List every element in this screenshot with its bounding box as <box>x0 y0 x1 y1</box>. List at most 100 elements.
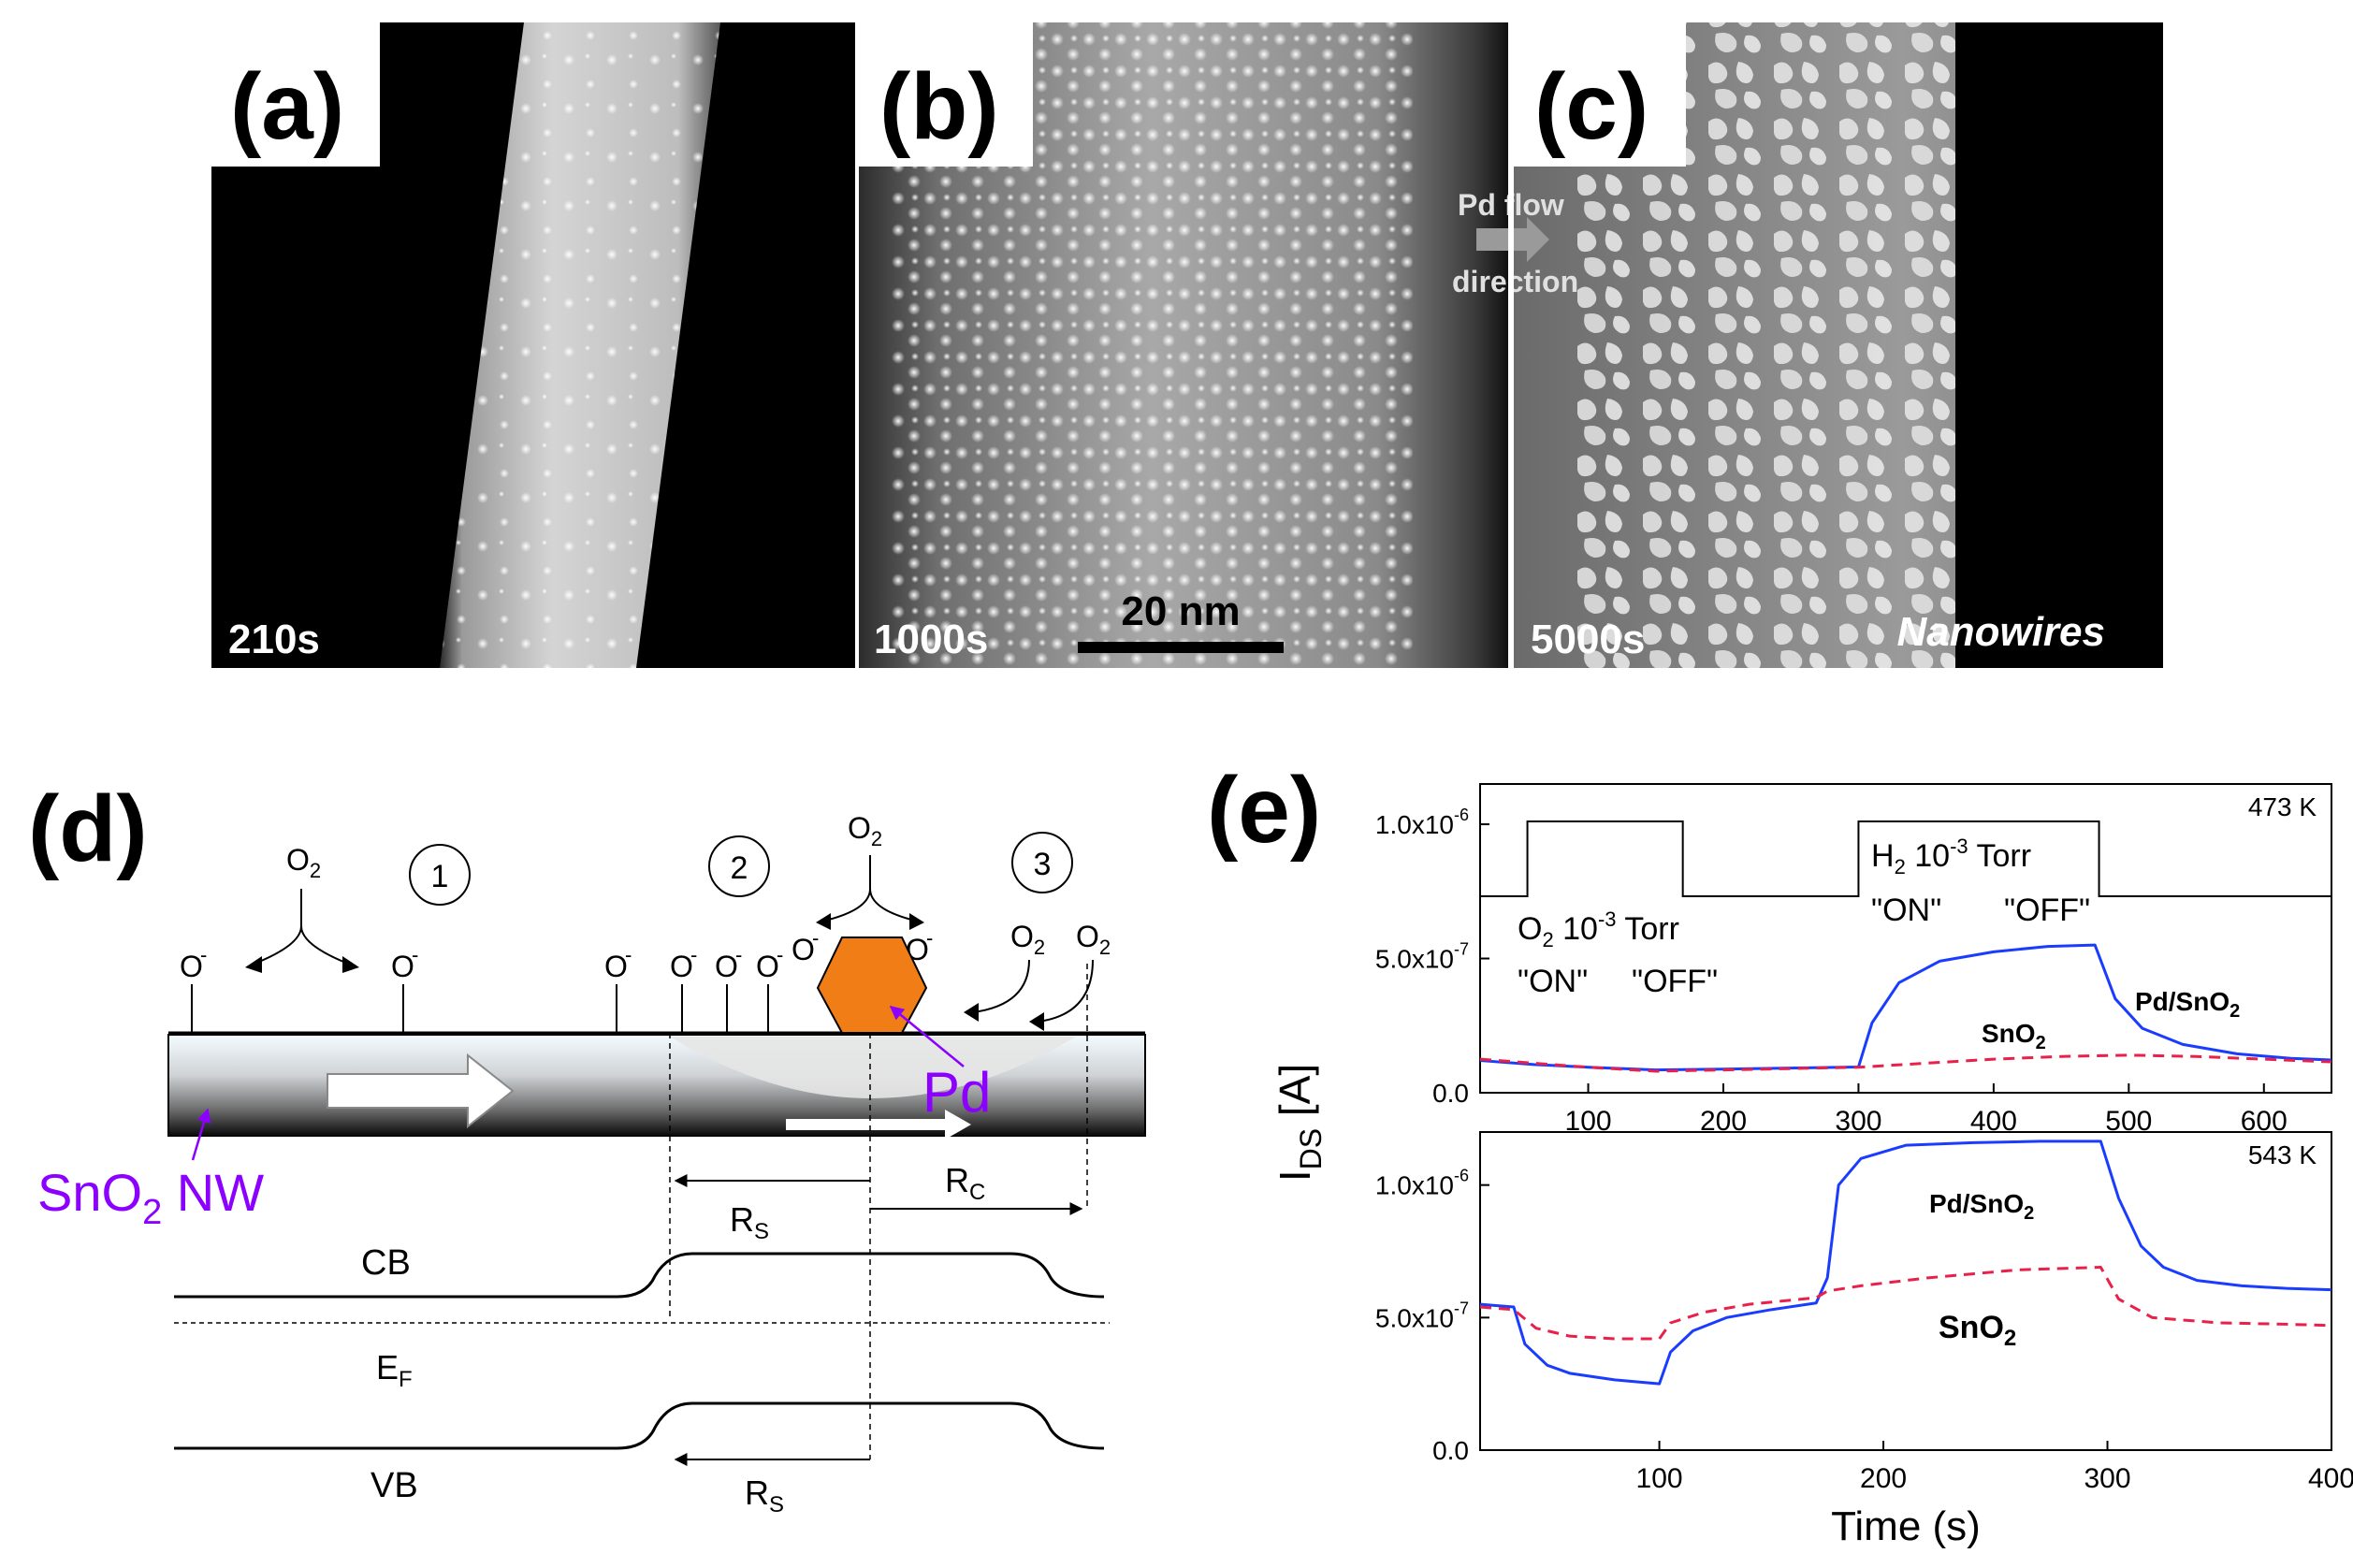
vb-label: VB <box>370 1466 418 1505</box>
adsorption-arrow-3b <box>1038 959 1094 1023</box>
svg-text:-: - <box>735 943 742 966</box>
o-ion-5: O - <box>715 943 742 1033</box>
o-ion-6: O - <box>756 943 783 1033</box>
pd-pointer-arrow <box>889 1006 965 1067</box>
o-ion-2: O - <box>391 943 418 1033</box>
rc-label: RC <box>945 1161 985 1205</box>
bottom-pd-sno2-label: Pd/SnO2 <box>1929 1189 2034 1224</box>
panel-c-letter-box <box>1512 22 1686 167</box>
panel-a-time: 210s <box>228 617 320 662</box>
y-tick-label-0: 0.0 <box>1432 1436 1469 1465</box>
o-ion-4: O - <box>670 943 697 1033</box>
nw-label: SnO2 NW <box>37 1163 264 1232</box>
top-chart-frame <box>1479 783 2332 1094</box>
top-pd-sno2-label: Pd/SnO2 <box>2135 987 2240 1022</box>
step-3-circle <box>1011 832 1073 893</box>
y-tick-label-1: 5.0x10-7 <box>1375 1299 1469 1332</box>
panel-b: (b) 1000s 20 nm <box>859 22 1508 668</box>
svg-text:O: O <box>756 950 779 983</box>
step-1-circle <box>409 844 471 906</box>
panel-c-time: 5000s <box>1531 617 1645 662</box>
o-ion-7: O - <box>792 926 819 966</box>
bottom-chart-frame <box>1479 1131 2332 1451</box>
panel-d: (d) 1 2 3 O2 O - O - O - O - <box>28 777 1146 1517</box>
panel-c-dark-region <box>1955 22 2163 668</box>
top-sno2-label: SnO2 <box>1982 1019 2046 1053</box>
panel-a-letter-box <box>211 22 380 167</box>
panel-b-letter: (b) <box>879 54 999 159</box>
bottom-temperature: 543 K <box>2248 1140 2317 1169</box>
svg-text:-: - <box>812 926 819 950</box>
scale-bar-label: 20 nm <box>1121 588 1240 634</box>
depletion-region <box>670 1037 1076 1098</box>
x-axis-label: Time (s) <box>1831 1503 1981 1549</box>
y-tick-label-0: 0.0 <box>1432 1079 1469 1108</box>
step-3-number: 3 <box>1034 847 1052 882</box>
arrowhead-1b <box>342 956 359 973</box>
svg-text:O: O <box>670 950 693 983</box>
x-tick-label-0: 100 <box>1636 1463 1683 1494</box>
arrowhead-3a <box>964 1003 979 1022</box>
arrowhead-pd-a <box>816 913 831 930</box>
arrowhead-pd-b <box>909 913 924 930</box>
panel-e-letter: (e) <box>1207 758 1321 863</box>
rs-label-top: RS <box>730 1200 769 1244</box>
svg-text:O: O <box>180 950 203 983</box>
panel-a: (a) 210s <box>211 22 855 668</box>
cb-label: CB <box>361 1243 411 1283</box>
panel-a-letter: (a) <box>230 54 344 159</box>
panel-c: (c) Pd flow direction 5000s Nanowires <box>1452 22 2163 668</box>
svg-text:-: - <box>412 943 418 966</box>
panel-c-letter: (c) <box>1534 54 1649 159</box>
svg-text:-: - <box>926 926 933 950</box>
y-axis-label: IDS [A] <box>1271 1064 1328 1182</box>
series-line-pd-sno2 <box>1479 1140 2332 1386</box>
panel-d-letter: (d) <box>28 777 148 881</box>
bottom-chart: 100 200 300 400 0.0 5.0x10-7 1.0x10-6 <box>1375 1140 2353 1494</box>
ef-label: EF <box>376 1348 413 1392</box>
y-tick-label-2: 1.0x10-6 <box>1375 1167 1469 1200</box>
svg-text:O: O <box>792 933 815 966</box>
arrowhead-3b <box>1029 1012 1044 1031</box>
y-tick-label-1: 5.0x10-7 <box>1375 940 1469 974</box>
panel-a-particles <box>440 22 720 668</box>
svg-text:O: O <box>604 950 628 983</box>
svg-text:-: - <box>690 943 697 966</box>
nw-pointer-arrow <box>191 1108 211 1161</box>
current-arrow-large <box>327 1053 515 1129</box>
step-2-number: 2 <box>731 850 748 886</box>
o2-dissociation-arrow-pd <box>824 855 916 922</box>
arrowhead-1a <box>245 956 262 973</box>
o2-label-3a: O2 <box>1010 920 1045 959</box>
scale-bar <box>1078 642 1284 653</box>
step-2-circle <box>708 835 770 897</box>
svg-text:-: - <box>777 943 783 966</box>
step-1-number: 1 <box>431 859 449 894</box>
o2-exposure-label: O2 10-3 Torr <box>1518 907 1679 951</box>
panel-e: (e) 100 200 300 400 500 6000.05.0x10-71.0x10-… <box>1207 758 2353 1549</box>
x-tick-label-1: 200 <box>1860 1463 1907 1494</box>
gas-exposure-step <box>1480 820 2331 897</box>
o2-label-pd: O2 <box>848 811 882 850</box>
o2-label-1: O2 <box>286 843 321 882</box>
svg-text:O: O <box>391 950 414 983</box>
o2-label-3b: O2 <box>1076 920 1111 959</box>
o-ion-1: O - <box>180 943 207 1033</box>
flow-label-line2: direction <box>1452 265 1578 298</box>
conduction-band-line <box>174 1252 1105 1299</box>
panel-b-time: 1000s <box>874 617 988 662</box>
valence-band-line <box>174 1401 1105 1450</box>
top-temperature: 473 K <box>2248 792 2317 821</box>
panel-c-nanowires-label: Nanowires <box>1896 609 2105 655</box>
series-line-sno2 <box>1479 1266 2332 1341</box>
rs-label-bottom: RS <box>745 1474 784 1517</box>
y-tick-label-2: 1.0x10-6 <box>1375 806 1469 839</box>
o2-on-label: "ON" <box>1518 964 1588 999</box>
adsorption-arrow-3a <box>972 959 1030 1013</box>
h2-off-label: "OFF" <box>2004 893 2090 928</box>
x-tick-label-3: 400 <box>2308 1463 2353 1494</box>
h2-exposure-label: H2 10-3 Torr <box>1871 835 2031 878</box>
panel-bc-divider <box>1508 22 1514 668</box>
h2-on-label: "ON" <box>1871 893 1941 928</box>
